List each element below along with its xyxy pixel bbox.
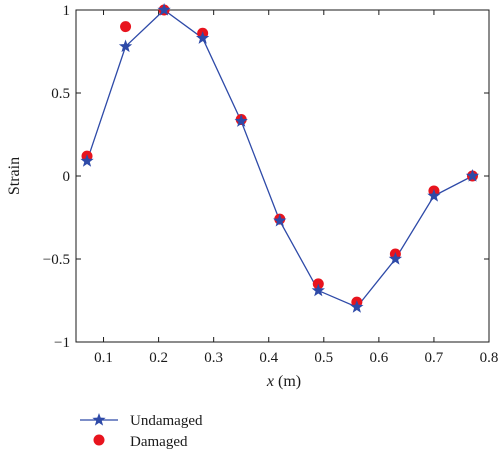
x-tick-label: 0.3 (204, 350, 223, 366)
series-undamaged-point (465, 169, 480, 182)
series-undamaged-point (196, 31, 210, 44)
series-undamaged-point (234, 114, 248, 127)
series-undamaged-point (80, 154, 94, 167)
x-tick-label: 0.6 (369, 350, 388, 366)
x-tick-label: 0.2 (149, 350, 168, 366)
x-tick-label: 0.1 (94, 350, 113, 366)
y-tick-label: 1 (63, 3, 71, 19)
y-axis-ticks: −1 −0.5 0 0.5 1 (43, 3, 489, 351)
x-axis-label: x (m) (266, 373, 301, 390)
legend: Undamaged Damaged (80, 413, 203, 450)
x-tick-label: 0.8 (480, 350, 499, 366)
legend-damaged-label: Damaged (130, 434, 188, 450)
legend-undamaged-star-icon (92, 413, 106, 426)
series-undamaged-point (273, 213, 287, 227)
series-undamaged-point (427, 188, 441, 202)
y-tick-label: −1 (54, 335, 70, 351)
y-axis-label: Strain (6, 157, 23, 195)
series-undamaged-point (350, 300, 364, 313)
x-axis-ticks: 0.1 0.2 0.3 0.4 0.5 0.6 0.7 0.8 (94, 10, 498, 366)
series-undamaged-point (157, 3, 171, 16)
plot-frame (75, 9, 490, 343)
series-undamaged-point (311, 283, 325, 297)
series-layer (80, 3, 480, 313)
x-tick-label: 0.7 (425, 350, 444, 366)
series-undamaged-point (118, 39, 133, 53)
x-axis-label-unit: (m) (274, 373, 301, 390)
series-undamaged-line (86, 9, 473, 308)
x-axis-label-var: x (266, 373, 274, 390)
legend-undamaged-label: Undamaged (130, 413, 203, 429)
y-tick-label: 0.5 (51, 86, 70, 102)
y-tick-label: 0 (63, 169, 71, 185)
series-undamaged-point (388, 252, 403, 265)
legend-item-undamaged: Undamaged (80, 413, 203, 429)
x-tick-label: 0.5 (314, 350, 333, 366)
series-damaged-point (120, 21, 132, 33)
y-tick-label: −0.5 (43, 252, 70, 268)
legend-damaged-dot-icon (93, 434, 105, 446)
x-tick-label: 0.4 (259, 350, 278, 366)
legend-item-damaged: Damaged (93, 434, 188, 450)
